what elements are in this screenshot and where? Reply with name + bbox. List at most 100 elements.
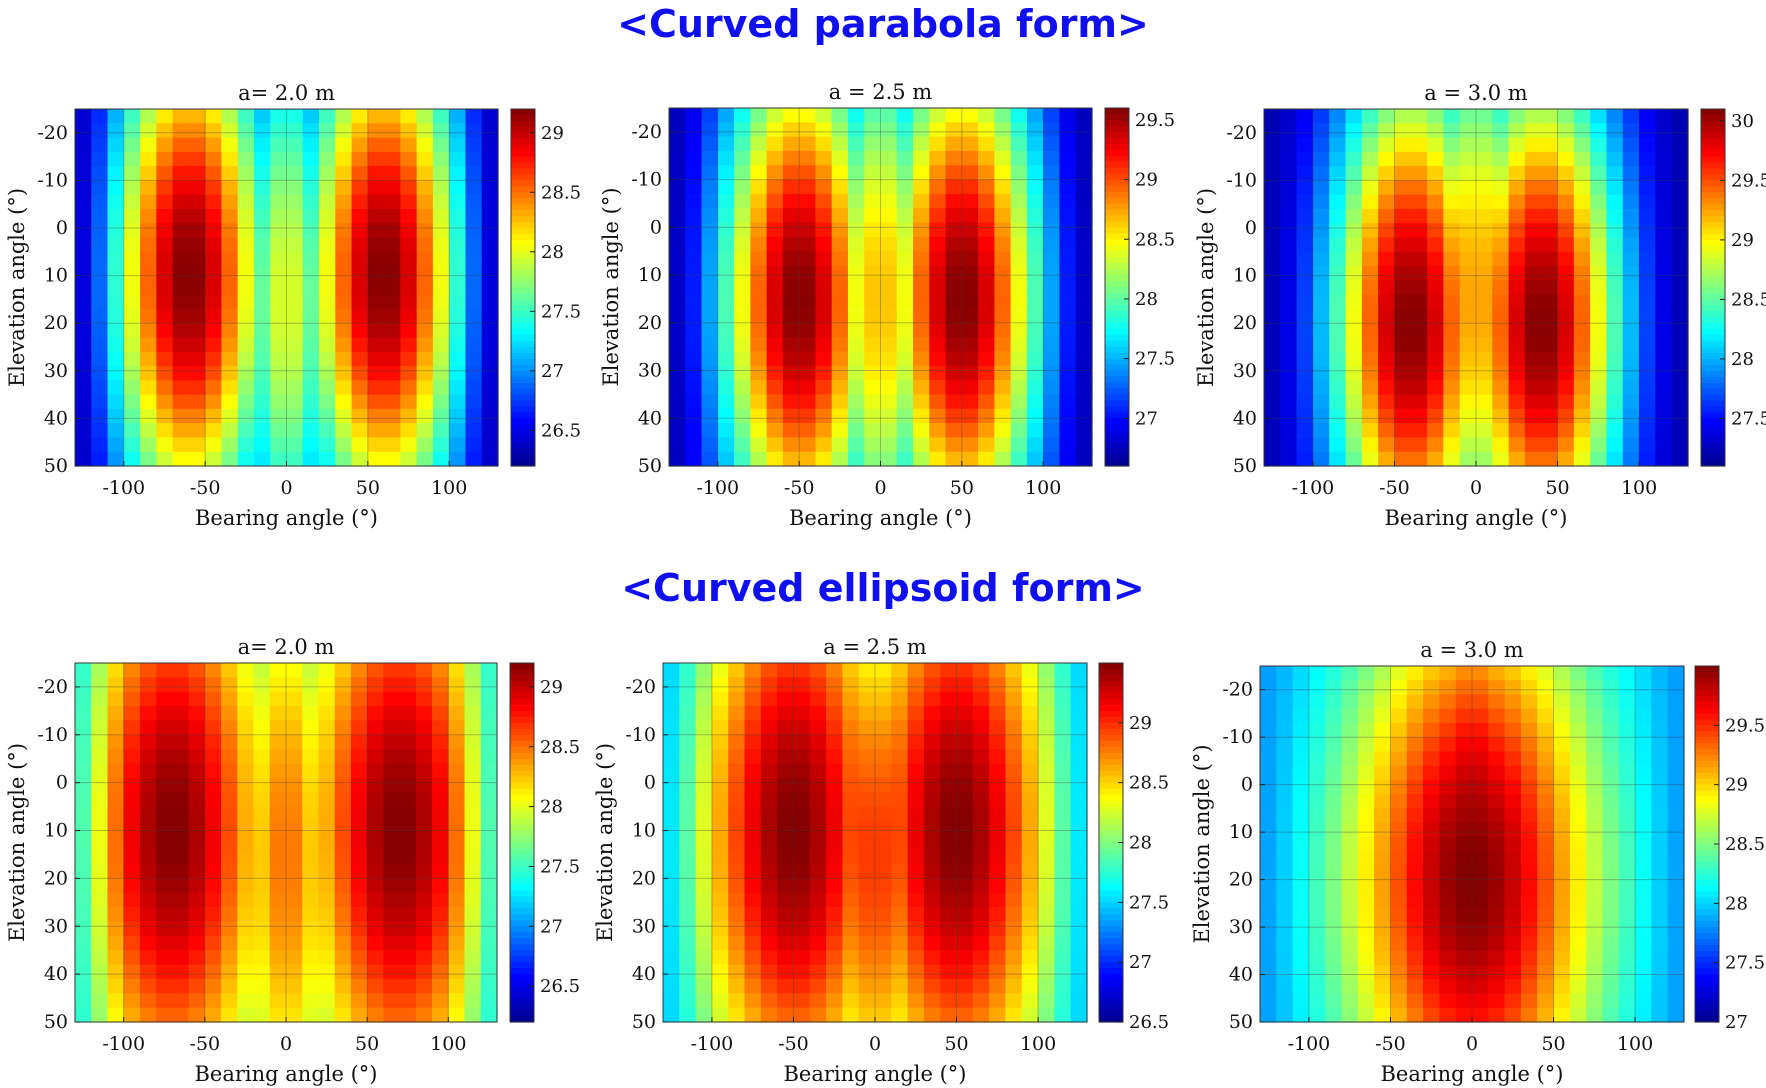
heatmap-cell <box>156 194 174 210</box>
colorbar-segment <box>1105 418 1129 425</box>
heatmap-cell <box>1622 137 1640 153</box>
heatmap-cell <box>253 208 271 224</box>
heatmap-cell <box>777 878 795 894</box>
heatmap-cell <box>669 165 686 181</box>
heatmap-cell <box>1308 965 1326 980</box>
heatmap-cell <box>1476 208 1493 224</box>
heatmap-cell <box>1038 663 1055 678</box>
colorbar-segment <box>1695 683 1719 691</box>
heatmap-cell <box>875 935 892 951</box>
heatmap-cell <box>880 394 898 410</box>
heatmap-cell <box>416 137 434 153</box>
heatmap-cell <box>1264 380 1281 396</box>
heatmap-cell <box>75 677 92 693</box>
heatmap-cell <box>793 734 811 750</box>
heatmap-cell <box>172 663 190 678</box>
heatmap-cell <box>1439 865 1457 881</box>
heatmap-cell <box>480 935 498 951</box>
colorbar-segment <box>1701 436 1725 443</box>
heatmap-cell <box>793 691 811 707</box>
heatmap-cell <box>1618 737 1636 753</box>
heatmap-cell <box>744 993 762 1009</box>
colorbar-segment <box>1099 980 1123 987</box>
heatmap-cell <box>221 351 239 367</box>
heatmap-cell <box>1378 251 1396 267</box>
colorbar-segment <box>1701 162 1725 170</box>
heatmap-cell <box>449 137 467 153</box>
heatmap-cell <box>669 265 686 281</box>
heatmap-cell <box>891 706 909 722</box>
heatmap-cell <box>972 663 990 678</box>
heatmap-cell <box>826 806 843 822</box>
heatmap-cell <box>1280 394 1298 410</box>
heatmap-cell <box>1410 251 1428 267</box>
heatmap-cell <box>847 451 865 467</box>
heatmap-cell <box>1054 892 1072 908</box>
heatmap-cell <box>1406 936 1424 952</box>
heatmap-cell <box>270 194 288 210</box>
heatmap-cell <box>858 950 876 966</box>
heatmap-cell <box>711 677 729 693</box>
heatmap-cell <box>1329 437 1347 453</box>
heatmap-cell <box>319 394 336 410</box>
colorbar-segment <box>510 932 534 939</box>
heatmap-cell <box>1590 394 1608 410</box>
heatmap-cell <box>156 266 174 281</box>
heatmap-cell <box>367 194 385 210</box>
heatmap-cell <box>923 663 941 678</box>
heatmap-cell <box>711 720 729 736</box>
heatmap-cell <box>286 706 303 722</box>
heatmap-cell <box>1524 266 1542 281</box>
heatmap-cell <box>1459 423 1477 439</box>
heatmap-cell <box>1374 737 1392 753</box>
heatmap-cell <box>221 792 238 808</box>
colorbar-segment <box>511 222 535 229</box>
heatmap-cell <box>734 193 751 209</box>
heatmap-cell <box>1357 893 1375 909</box>
heatmap-cell <box>350 907 368 923</box>
heatmap-cell <box>221 394 239 410</box>
heatmap-cell <box>350 892 368 908</box>
colorbar-segment <box>1695 749 1719 756</box>
heatmap-cell <box>221 137 239 153</box>
heatmap-cell <box>318 921 336 937</box>
heatmap-cell <box>831 179 849 195</box>
heatmap-cell <box>1010 337 1028 353</box>
heatmap-cell <box>172 123 190 139</box>
heatmap-cell <box>286 763 303 779</box>
heatmap-cell <box>777 763 795 779</box>
heatmap-cell <box>75 892 92 908</box>
heatmap-cell <box>269 806 287 822</box>
heatmap-cell <box>989 792 1007 808</box>
heatmap-cell <box>685 294 703 310</box>
colorbar-segment <box>1695 802 1719 809</box>
colorbar-segment <box>1701 370 1725 378</box>
heatmap-cell <box>1639 366 1656 381</box>
heatmap-cell <box>383 907 401 923</box>
colorbar-segment <box>511 323 535 330</box>
heatmap-cell <box>1357 1007 1375 1023</box>
heatmap-cell <box>1341 836 1359 852</box>
heatmap-cell <box>1296 308 1314 324</box>
colorbar-segment <box>510 890 534 897</box>
y-tick-label: -10 <box>1226 169 1257 191</box>
heatmap-cell <box>1557 451 1575 467</box>
heatmap-cell <box>449 208 467 224</box>
heatmap-cell <box>449 151 467 167</box>
heatmap-cell <box>1341 979 1359 995</box>
heatmap-cell <box>172 993 190 1009</box>
heatmap-cell <box>1312 308 1330 324</box>
heatmap-cell <box>1276 1007 1294 1023</box>
heatmap-cell <box>1026 122 1044 138</box>
heatmap-cell <box>994 437 1012 453</box>
colorbar-segment <box>1099 890 1123 897</box>
heatmap-cell <box>1537 851 1555 866</box>
heatmap-cell <box>1260 865 1277 881</box>
heatmap-cell <box>760 663 778 678</box>
heatmap-cell <box>669 222 686 238</box>
heatmap-cell <box>204 993 222 1009</box>
heatmap-cell <box>205 423 223 439</box>
heatmap-cell <box>1573 223 1591 239</box>
colorbar-segment <box>1695 909 1719 916</box>
heatmap-cell <box>766 236 784 252</box>
